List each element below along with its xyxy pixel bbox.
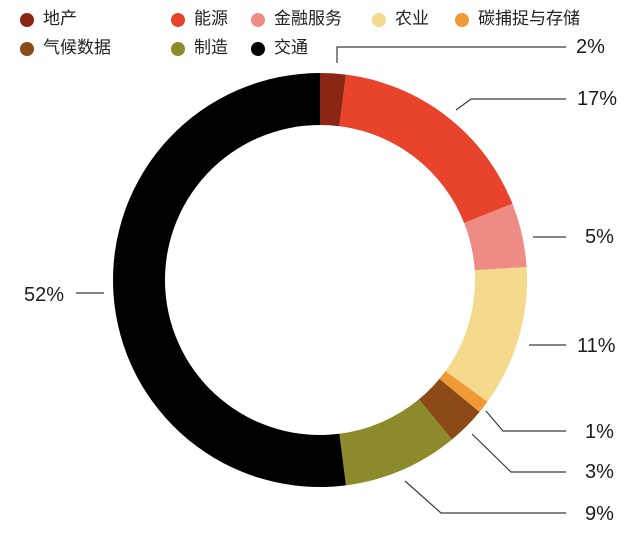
legend-label-climate-data: 气候数据 xyxy=(43,38,111,58)
legend-item-transportation: 交通 xyxy=(251,34,372,63)
slice-climate-data xyxy=(418,378,480,440)
legend-item-real-estate: 地产 xyxy=(20,5,171,34)
slice-energy xyxy=(339,74,513,223)
legend-swatch-agriculture xyxy=(372,12,386,27)
legend-swatch-transportation xyxy=(251,41,265,56)
legend-item-financial-services: 金融服务 xyxy=(251,5,372,34)
legend-item-manufacturing: 制造 xyxy=(171,34,251,63)
data-labels: 2% 17% 5% 11% 1% 3% 9% 52% xyxy=(24,36,617,525)
leader-lines xyxy=(76,46,566,514)
legend-swatch-climate-data xyxy=(20,41,34,56)
donut-slices xyxy=(113,73,528,487)
slice-financial-services xyxy=(464,203,527,271)
slice-carbon-capture-storage xyxy=(439,371,488,412)
legend-label-real-estate: 地产 xyxy=(43,9,77,29)
legend-swatch-financial-services xyxy=(251,12,265,27)
legend-label-energy: 能源 xyxy=(194,9,228,29)
legend-label-transportation: 交通 xyxy=(274,38,308,58)
legend-item-energy: 能源 xyxy=(171,5,251,34)
leader-line-manufacturing xyxy=(404,480,566,514)
legend-swatch-real-estate xyxy=(20,12,34,27)
legend-item-agriculture: 农业 xyxy=(372,5,455,34)
legend-swatch-manufacturing xyxy=(171,41,185,56)
slice-agriculture xyxy=(445,267,528,402)
legend-label-carbon-capture-storage: 碳捕捉与存储 xyxy=(478,9,580,29)
legend-label-manufacturing: 制造 xyxy=(194,38,228,58)
legend-label-financial-services: 金融服务 xyxy=(274,9,342,29)
slice-transportation xyxy=(113,73,346,487)
legend-item-climate-data: 气候数据 xyxy=(20,34,171,63)
data-label-transportation: 52% xyxy=(24,284,64,306)
legend-swatch-energy xyxy=(171,12,185,27)
leader-line-carbon-capture-storage xyxy=(485,410,566,432)
legend-swatch-carbon-capture-storage xyxy=(455,12,469,27)
legend: 地产 能源 金融服务 农业 碳捕捉与存储 气候数据 制造 交通 xyxy=(20,5,580,63)
legend-label-agriculture: 农业 xyxy=(395,9,429,29)
data-label-real-estate: 2% xyxy=(576,36,605,58)
slice-real-estate xyxy=(320,73,346,127)
data-label-agriculture: 11% xyxy=(577,335,616,357)
leader-line-climate-data xyxy=(471,433,566,473)
leader-line-energy xyxy=(455,98,566,111)
data-label-manufacturing: 9% xyxy=(585,503,614,525)
data-label-financial-services: 5% xyxy=(585,226,614,248)
data-label-energy: 17% xyxy=(577,88,617,110)
legend-item-carbon-capture-storage: 碳捕捉与存储 xyxy=(455,5,580,34)
data-label-climate-data: 3% xyxy=(585,461,614,483)
leader-line-real-estate xyxy=(336,46,566,63)
data-label-carbon-capture-storage: 1% xyxy=(585,421,614,443)
slice-manufacturing xyxy=(339,399,452,486)
